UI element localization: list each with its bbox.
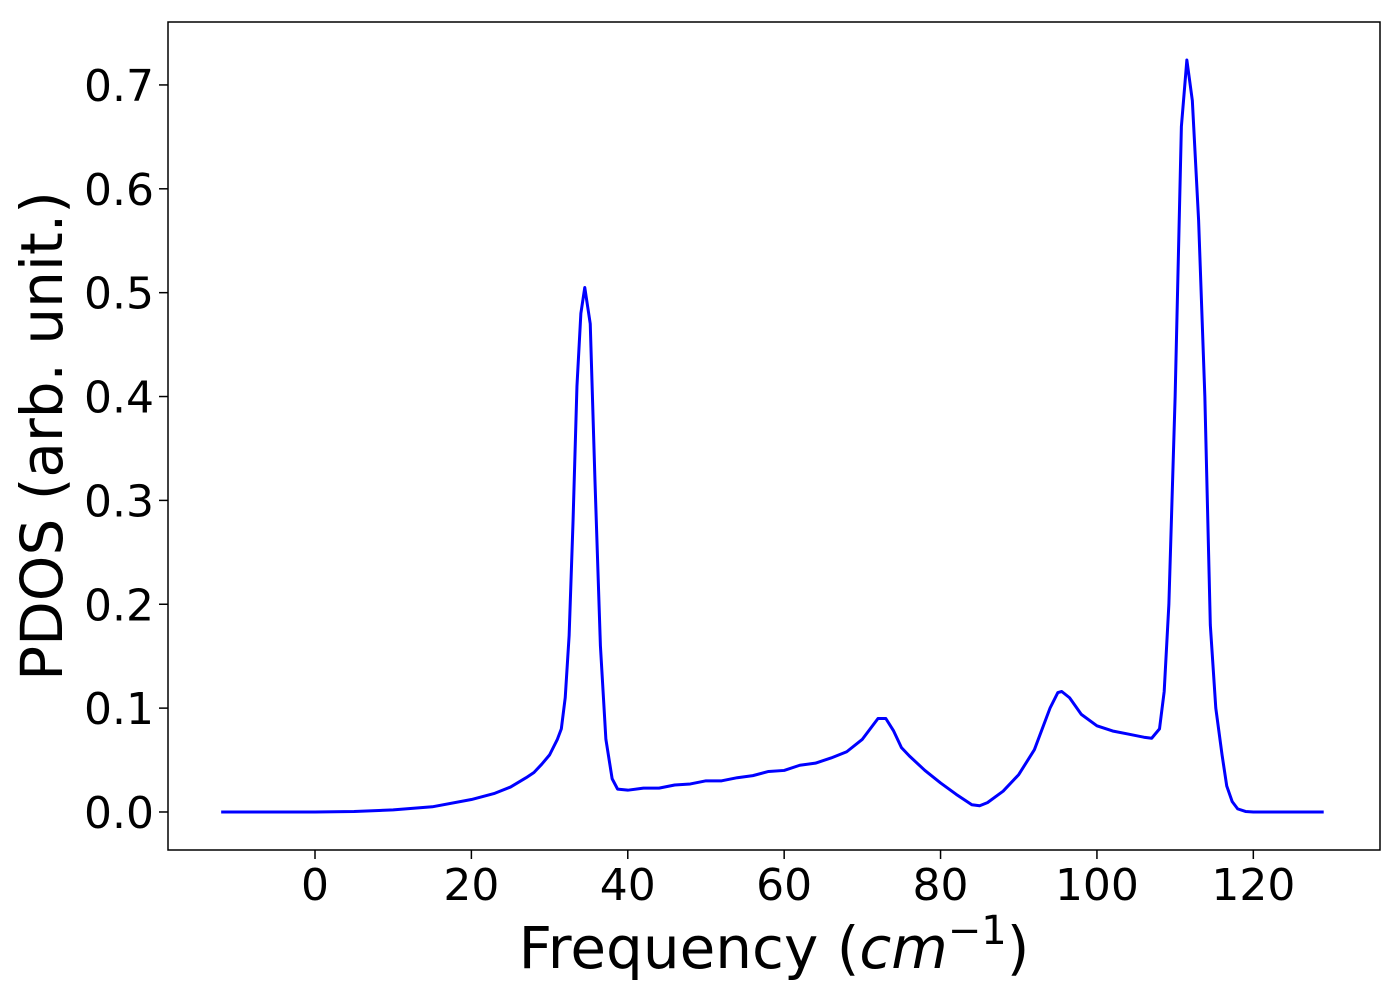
y-tick-label: 0.6	[84, 165, 154, 216]
y-tick-label: 0.1	[84, 684, 154, 735]
x-axis-label: Frequency (cm−1)	[519, 908, 1030, 982]
line	[221, 58, 1324, 814]
y-axis-label: PDOS (arb. unit.)	[8, 191, 76, 681]
x-label-part: cm	[859, 914, 947, 982]
y-tick-label: 0.2	[84, 580, 154, 631]
y-tick-label: 0.3	[84, 476, 154, 527]
y-tick-label: 0.0	[84, 788, 154, 839]
plot-frame	[167, 21, 1381, 851]
x-label-part: )	[1007, 914, 1030, 982]
x-tick-label: 120	[1211, 860, 1295, 911]
x-label-part: −1	[948, 908, 1007, 954]
y-tick-label: 0.4	[84, 373, 154, 424]
x-tick-label: 100	[1055, 860, 1139, 911]
x-tick-label: 0	[301, 860, 329, 911]
x-tick-label: 80	[913, 860, 969, 911]
y-tick-label: 0.7	[84, 61, 154, 112]
y-tick-label: 0.5	[84, 269, 154, 320]
x-tick-label: 20	[443, 860, 499, 911]
x-label-part: Frequency (	[519, 914, 860, 982]
x-tick-label: 60	[756, 860, 812, 911]
x-tick-label: 40	[600, 860, 656, 911]
